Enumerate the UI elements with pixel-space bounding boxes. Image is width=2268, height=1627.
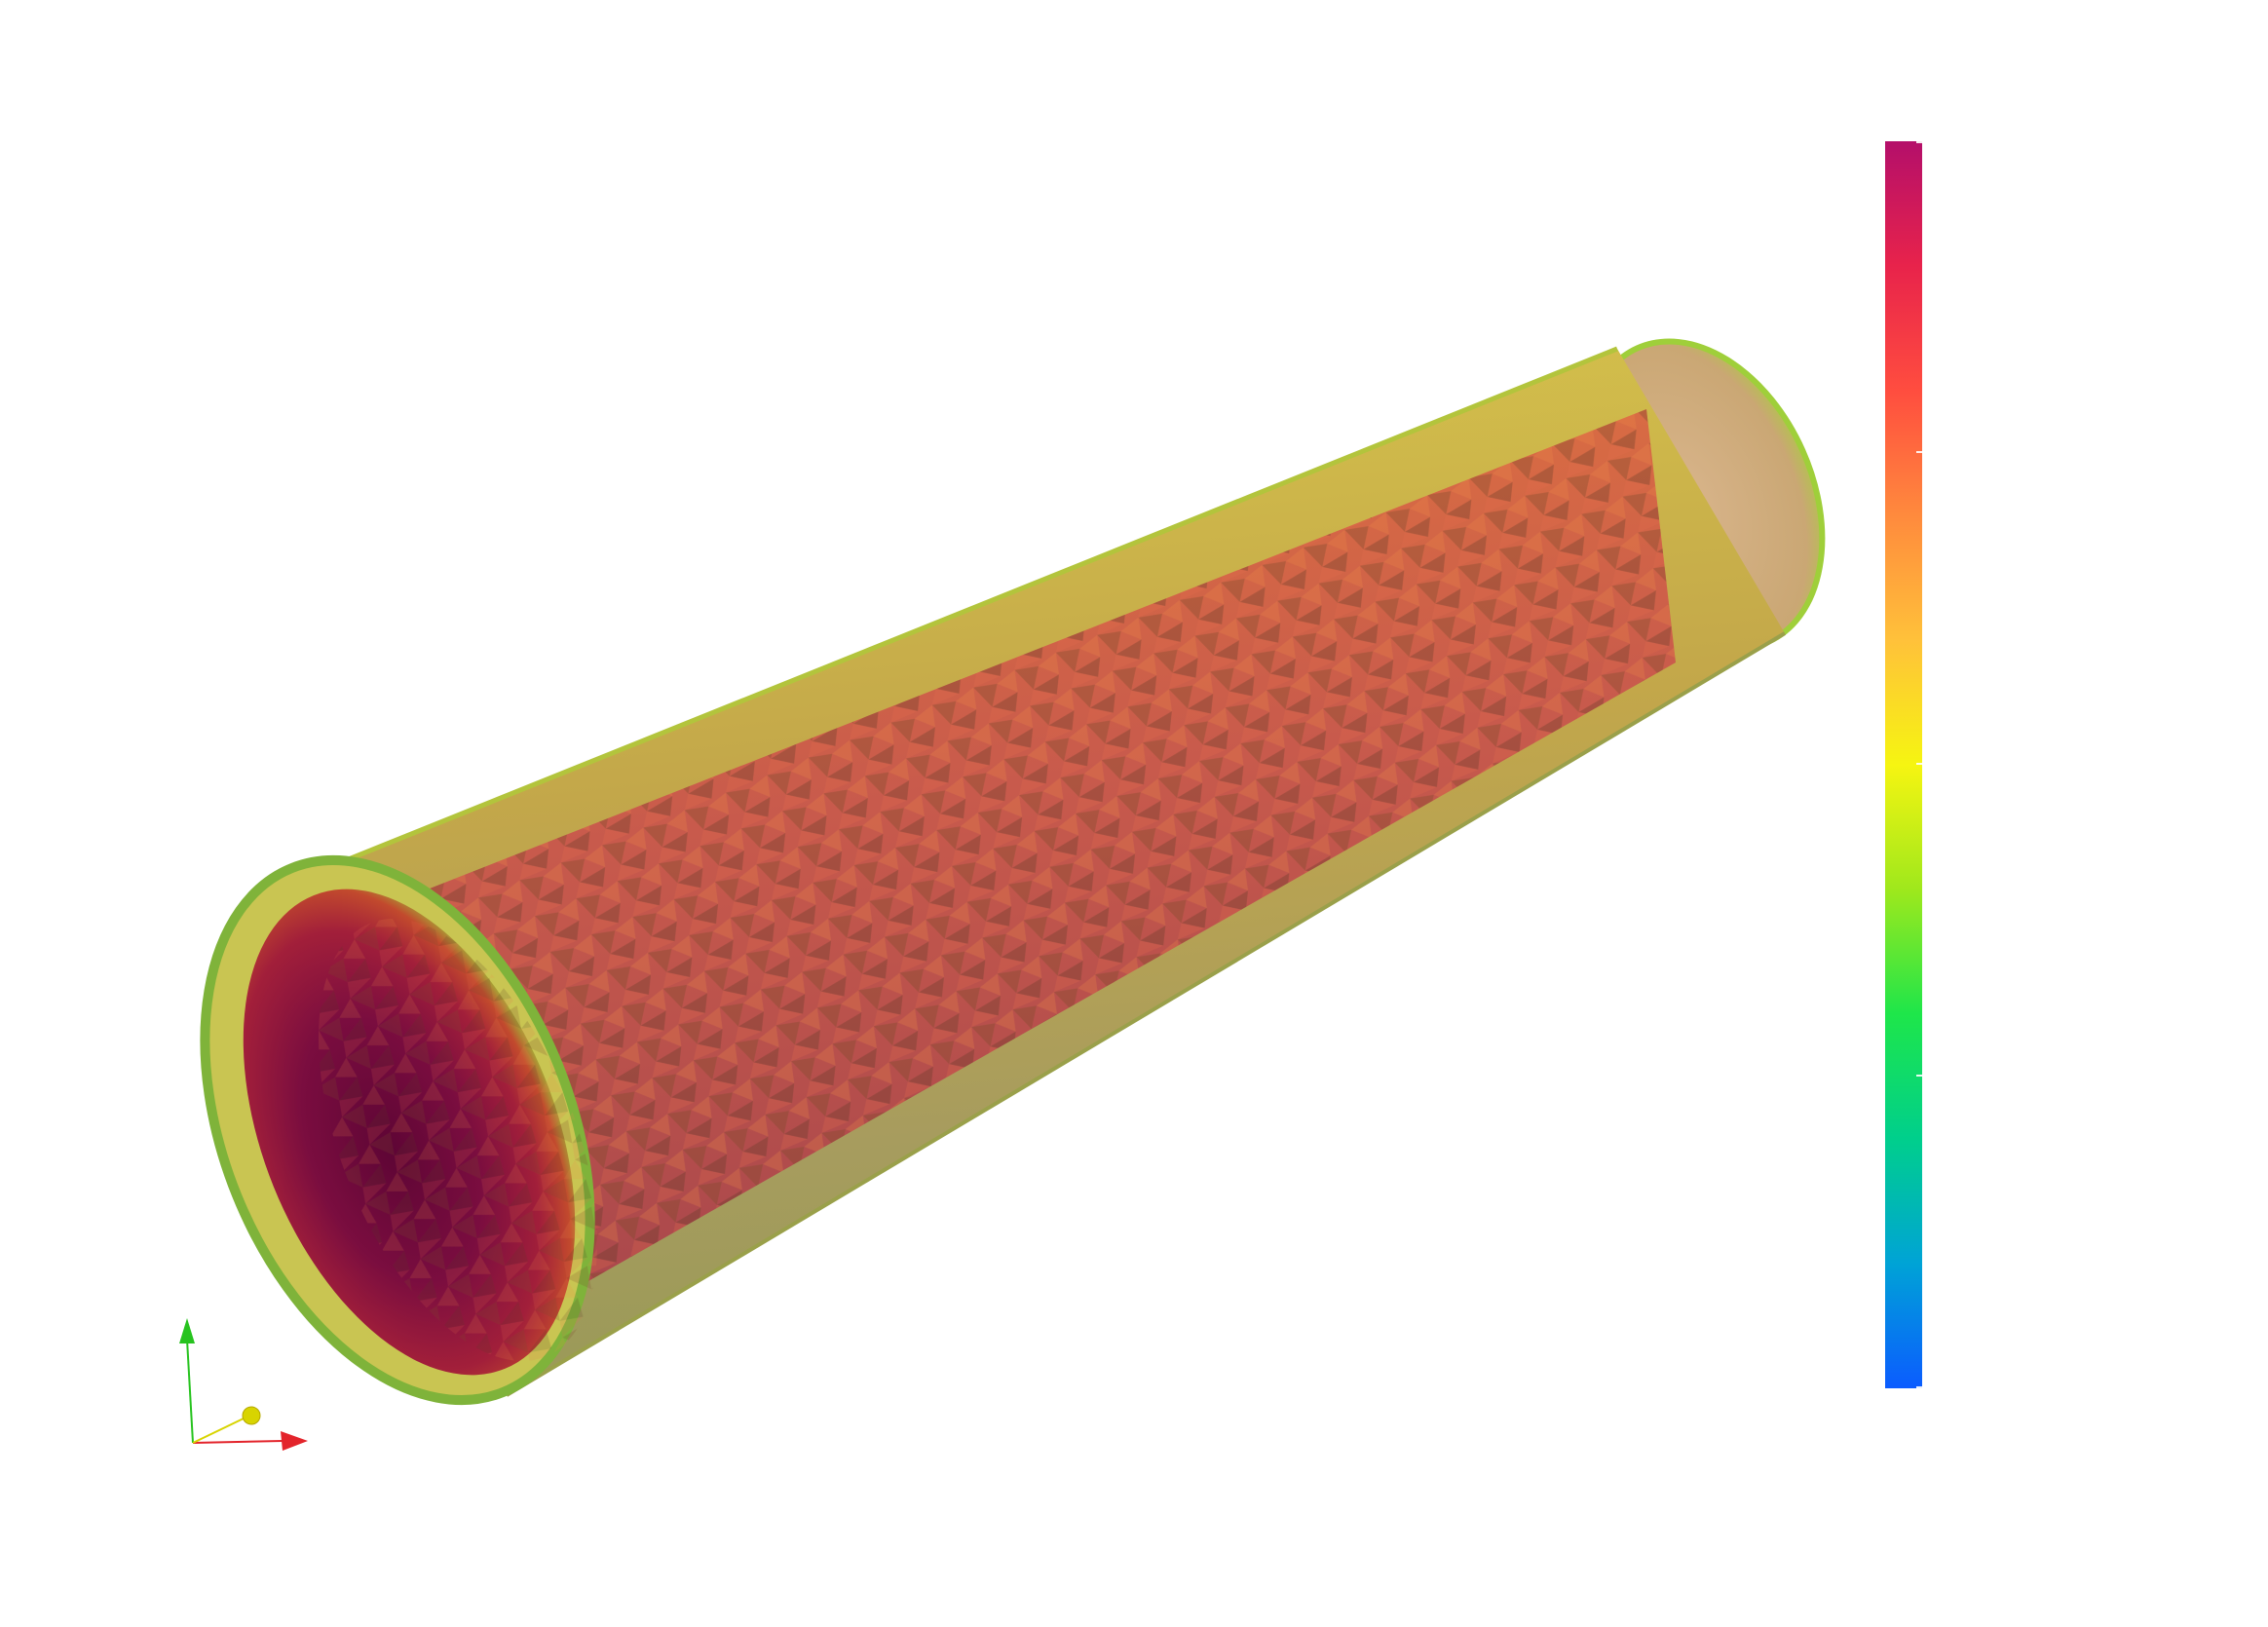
scalar-colorbar [1885,141,1922,1388]
colorbar-tick [1916,763,1922,765]
x-axis-arrow-icon [281,1431,308,1451]
z-axis-line [192,1417,246,1444]
shell-bottom-edge [505,631,1787,1397]
colorbar-tick [1916,141,1922,143]
colorbar-tick [1916,1386,1922,1388]
x-axis-line [192,1440,284,1444]
colorbar-tick [1916,451,1922,453]
colorbar-tick [1916,1075,1922,1077]
y-axis-line [186,1339,194,1444]
z-axis-arrow-icon [242,1406,261,1425]
orientation-axes-triad [179,1318,308,1451]
near-end-cap-facets [318,918,598,1362]
shell-top-edge [260,346,1618,897]
interior-mesh-facets [360,409,1676,1305]
y-axis-arrow-icon [179,1318,195,1343]
